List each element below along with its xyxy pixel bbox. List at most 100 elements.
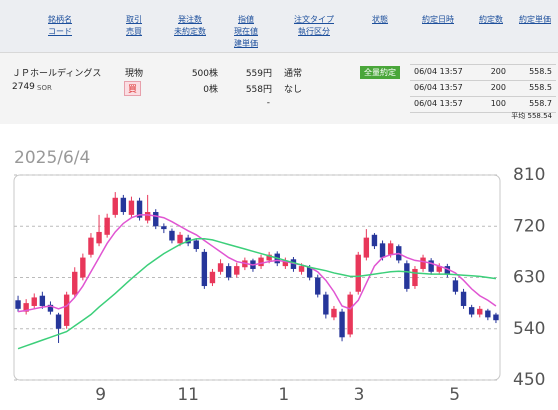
candle-body bbox=[282, 260, 289, 267]
exec-qty: 200 bbox=[490, 83, 506, 92]
table-header: 銘柄名コード 取引売買 発注数未約定数 指値現在値建単価 注文タイプ執行区分 状態 約定日時… bbox=[0, 0, 558, 53]
candle-body bbox=[112, 197, 118, 215]
row-line bbox=[410, 112, 556, 113]
stock-name[interactable]: ＪＰホールディングス bbox=[12, 69, 102, 79]
candle-body bbox=[493, 314, 499, 321]
x-tick-label: 11 bbox=[177, 385, 199, 405]
y-tick-label: 450 bbox=[513, 370, 545, 390]
quantity: 500株 bbox=[191, 69, 218, 79]
current-price: 558円 bbox=[245, 85, 272, 95]
candle-body bbox=[31, 297, 37, 306]
candle-body bbox=[412, 268, 418, 287]
candle-body bbox=[144, 212, 151, 221]
condition: なし bbox=[284, 85, 303, 95]
candle-body bbox=[363, 237, 370, 258]
candle-body bbox=[404, 263, 410, 289]
candle-body bbox=[225, 266, 232, 278]
limit-price: 559円 bbox=[245, 69, 272, 79]
exec-price: 558.7 bbox=[529, 99, 552, 108]
moving-average bbox=[17, 214, 497, 313]
column-header[interactable]: 約定単価 bbox=[519, 15, 551, 24]
candle-body bbox=[234, 266, 240, 275]
candle-body bbox=[477, 308, 483, 315]
order-table: 銘柄名コード 取引売買 発注数未約定数 指値現在値建単価 注文タイプ執行区分 状態 約定日時… bbox=[0, 0, 558, 124]
candle-body bbox=[436, 266, 442, 272]
candle-body bbox=[63, 294, 70, 326]
candle-body bbox=[306, 267, 313, 278]
exec-qty: 200 bbox=[490, 67, 506, 76]
status: 全量約定 bbox=[360, 66, 400, 79]
column-header[interactable]: 執行区分 bbox=[298, 27, 330, 36]
stock-code: 2749 bbox=[12, 82, 35, 92]
candle-body bbox=[193, 240, 199, 250]
column-header[interactable]: 約定日時 bbox=[422, 15, 454, 24]
exec-time: 06/04 13:57 bbox=[414, 99, 463, 108]
candle-body bbox=[177, 234, 183, 244]
row-line bbox=[410, 96, 556, 97]
y-tick-label: 810 bbox=[513, 165, 545, 185]
candle-body bbox=[331, 308, 337, 318]
average: 平均 558.54 bbox=[511, 112, 552, 120]
exec-price: 558.5 bbox=[529, 83, 552, 92]
column-header[interactable]: 注文タイプ bbox=[294, 15, 334, 24]
x-tick-label: 5 bbox=[449, 385, 460, 405]
order-type: 通常 bbox=[284, 69, 303, 79]
candle-body bbox=[444, 266, 451, 275]
candle-body bbox=[15, 300, 21, 309]
candle-body bbox=[468, 307, 475, 315]
x-tick-label: 9 bbox=[95, 385, 106, 405]
exec-time: 06/04 13:57 bbox=[414, 83, 463, 92]
column-header[interactable]: 指値 bbox=[238, 15, 254, 24]
candle-body bbox=[47, 304, 54, 312]
candle-body bbox=[55, 314, 62, 329]
candle-body bbox=[136, 200, 143, 218]
column-header[interactable]: 取引 bbox=[126, 15, 142, 24]
candle-body bbox=[420, 257, 426, 269]
candle-body bbox=[315, 277, 321, 295]
candle-body bbox=[104, 217, 110, 235]
y-tick-label: 720 bbox=[513, 216, 545, 236]
candle-body bbox=[379, 243, 386, 258]
x-tick-label: 3 bbox=[354, 385, 365, 405]
column-header[interactable]: 売買 bbox=[126, 27, 142, 36]
row-line bbox=[410, 64, 556, 65]
exec-qty: 100 bbox=[490, 99, 506, 108]
y-tick-label: 540 bbox=[513, 319, 545, 339]
account: 現物 bbox=[125, 69, 144, 79]
candle-body bbox=[80, 257, 86, 278]
candle-body bbox=[39, 295, 46, 306]
candle-body bbox=[323, 294, 329, 315]
exec-time: 06/04 13:57 bbox=[414, 67, 463, 76]
unfilled: 0株 bbox=[203, 85, 218, 95]
column-header[interactable]: 状態 bbox=[372, 15, 388, 24]
candle-body bbox=[201, 251, 208, 287]
exec-price: 558.5 bbox=[529, 67, 552, 76]
column-header[interactable]: 発注数 bbox=[178, 15, 202, 24]
candle-body bbox=[460, 291, 467, 306]
column-header[interactable]: 銘柄名 bbox=[48, 15, 72, 24]
row-line bbox=[410, 80, 556, 81]
candle-body bbox=[88, 237, 94, 255]
column-header[interactable]: 未約定数 bbox=[174, 27, 206, 36]
candle-body bbox=[347, 294, 353, 335]
x-tick-label: 1 bbox=[278, 385, 289, 405]
chart-title: 2025/6/4 bbox=[14, 148, 90, 168]
column-header[interactable]: 建単価 bbox=[234, 39, 258, 48]
candle-body bbox=[217, 263, 224, 272]
candle-body bbox=[128, 200, 135, 215]
candle-body bbox=[387, 243, 394, 255]
cost-price: - bbox=[266, 98, 270, 108]
candle-body bbox=[161, 226, 167, 230]
candle-body bbox=[428, 260, 434, 272]
candle-body bbox=[355, 254, 361, 292]
column-header[interactable]: コード bbox=[48, 27, 72, 36]
candle-body bbox=[120, 197, 127, 213]
column-header[interactable]: 現在値 bbox=[234, 27, 258, 36]
candle-body bbox=[266, 254, 272, 261]
candle-body bbox=[452, 280, 459, 292]
candle-body bbox=[339, 311, 345, 338]
column-header[interactable]: 約定数 bbox=[479, 15, 503, 24]
candle-body bbox=[96, 231, 102, 244]
moving-average bbox=[17, 238, 497, 350]
